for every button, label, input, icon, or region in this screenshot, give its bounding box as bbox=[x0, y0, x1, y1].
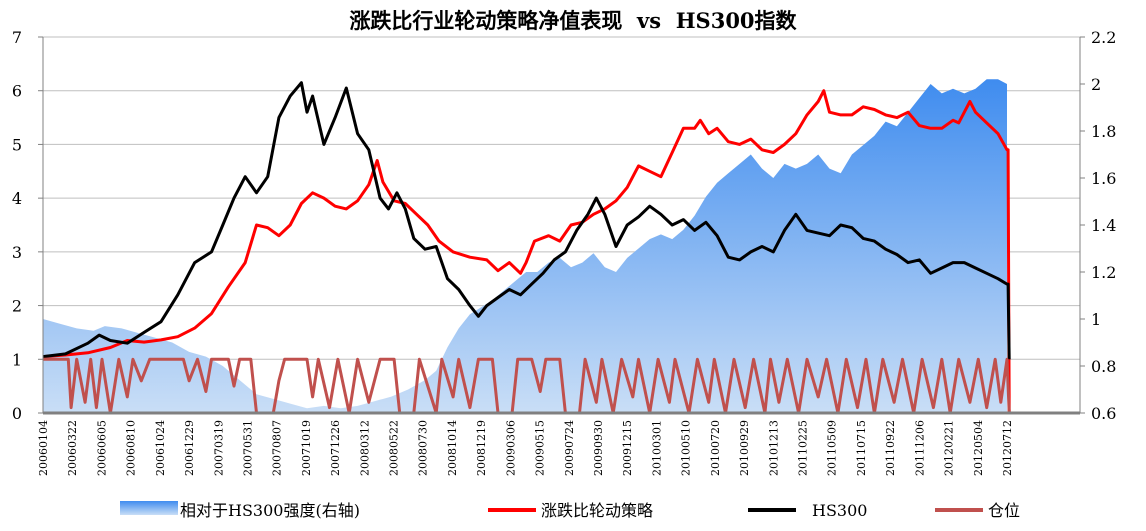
x-tick-label-20: 20091215 bbox=[621, 420, 634, 476]
x-tick-label-28: 20110715 bbox=[855, 420, 868, 476]
legend-label-3: 仓位 bbox=[988, 501, 1020, 520]
x-tick-label-33: 20120712 bbox=[1001, 420, 1014, 476]
right-axis-tick-labels: 0.6 0.8 1 1.2 1.4 1.6 1.8 2 2.2 bbox=[1091, 28, 1116, 423]
x-tick-label-24: 20100929 bbox=[738, 420, 751, 476]
x-tick-label-0: 20060104 bbox=[37, 420, 50, 476]
legend-swatch-0 bbox=[120, 501, 178, 515]
x-tick-label-27: 20110509 bbox=[826, 420, 839, 476]
legend: 相对于HS300强度(右轴) 涨跌比轮动策略 HS300 仓位 bbox=[120, 501, 1020, 520]
x-tick-label-8: 20070807 bbox=[271, 420, 284, 476]
right-tick-label-2: 1 bbox=[1091, 310, 1101, 329]
x-tick-label-9: 20071019 bbox=[300, 420, 313, 476]
left-tick-label-4: 4 bbox=[12, 189, 22, 208]
x-tick-label-23: 20100720 bbox=[709, 420, 722, 476]
right-tick-label-5: 1.6 bbox=[1091, 169, 1116, 188]
axes bbox=[38, 36, 1085, 415]
x-tick-label-14: 20081014 bbox=[446, 420, 459, 476]
series-area-relative-strength bbox=[43, 79, 1007, 414]
x-tick-label-31: 20120221 bbox=[943, 420, 956, 476]
right-tick-label-6: 1.8 bbox=[1091, 122, 1116, 141]
x-tick-label-18: 20090724 bbox=[563, 420, 576, 476]
x-axis-tick-labels: 20060104 20060322 20060605 20060810 20061024… bbox=[37, 420, 1014, 476]
x-tick-label-30: 20111206 bbox=[913, 420, 926, 476]
left-tick-label-5: 5 bbox=[12, 135, 22, 154]
x-tick-label-17: 20090515 bbox=[534, 420, 547, 476]
x-tick-label-25: 20101213 bbox=[767, 420, 780, 476]
right-tick-label-1: 0.8 bbox=[1091, 357, 1116, 376]
legend-label-2: HS300 bbox=[812, 501, 867, 520]
left-axis-tick-labels: 0 1 2 3 4 5 6 7 bbox=[12, 28, 22, 423]
x-tick-label-19: 20090930 bbox=[592, 420, 605, 476]
left-tick-label-6: 6 bbox=[12, 82, 22, 101]
x-tick-label-16: 20090306 bbox=[504, 420, 517, 476]
x-tick-label-12: 20080522 bbox=[388, 420, 401, 476]
x-tick-label-5: 20061229 bbox=[183, 420, 196, 476]
left-tick-label-1: 1 bbox=[12, 350, 22, 369]
series-line-position bbox=[43, 357, 1080, 415]
legend-label-0: 相对于HS300强度(右轴) bbox=[180, 501, 360, 520]
x-tick-label-13: 20080730 bbox=[417, 420, 430, 476]
x-tick-label-26: 20110225 bbox=[796, 420, 809, 476]
x-tick-label-4: 20061024 bbox=[154, 420, 167, 476]
x-tick-label-6: 20070319 bbox=[212, 420, 225, 476]
right-tick-label-3: 1.2 bbox=[1091, 263, 1116, 282]
x-tick-label-15: 20081219 bbox=[475, 420, 488, 476]
right-tick-label-7: 2 bbox=[1091, 75, 1101, 94]
right-tick-label-0: 0.6 bbox=[1091, 404, 1116, 423]
area-layer bbox=[43, 79, 1007, 414]
chart-title: 涨跌比行业轮动策略净值表现 vs HS300指数 bbox=[349, 8, 797, 33]
left-tick-label-7: 7 bbox=[12, 28, 22, 47]
left-tick-label-3: 3 bbox=[12, 243, 22, 262]
series-line-hs300 bbox=[42, 81, 1011, 360]
line-layer bbox=[42, 81, 1080, 415]
x-tick-label-32: 20120504 bbox=[972, 420, 985, 476]
x-tick-label-11: 20080312 bbox=[358, 420, 371, 476]
x-tick-label-29: 20110922 bbox=[884, 420, 897, 476]
x-tick-label-22: 20100510 bbox=[680, 420, 693, 476]
x-tick-label-7: 20070531 bbox=[241, 420, 254, 476]
x-tick-label-10: 20071226 bbox=[329, 420, 342, 476]
legend-label-1: 涨跌比轮动策略 bbox=[541, 501, 653, 520]
left-tick-label-0: 0 bbox=[12, 404, 22, 423]
series-line-strategy bbox=[42, 89, 1011, 414]
right-tick-label-8: 2.2 bbox=[1091, 28, 1116, 47]
x-tick-label-21: 20100301 bbox=[650, 420, 663, 476]
right-tick-label-4: 1.4 bbox=[1091, 216, 1116, 235]
left-tick-label-2: 2 bbox=[12, 297, 22, 316]
x-tick-label-3: 20060810 bbox=[125, 420, 138, 476]
x-tick-label-1: 20060322 bbox=[66, 420, 79, 476]
x-tick-label-2: 20060605 bbox=[95, 420, 108, 476]
